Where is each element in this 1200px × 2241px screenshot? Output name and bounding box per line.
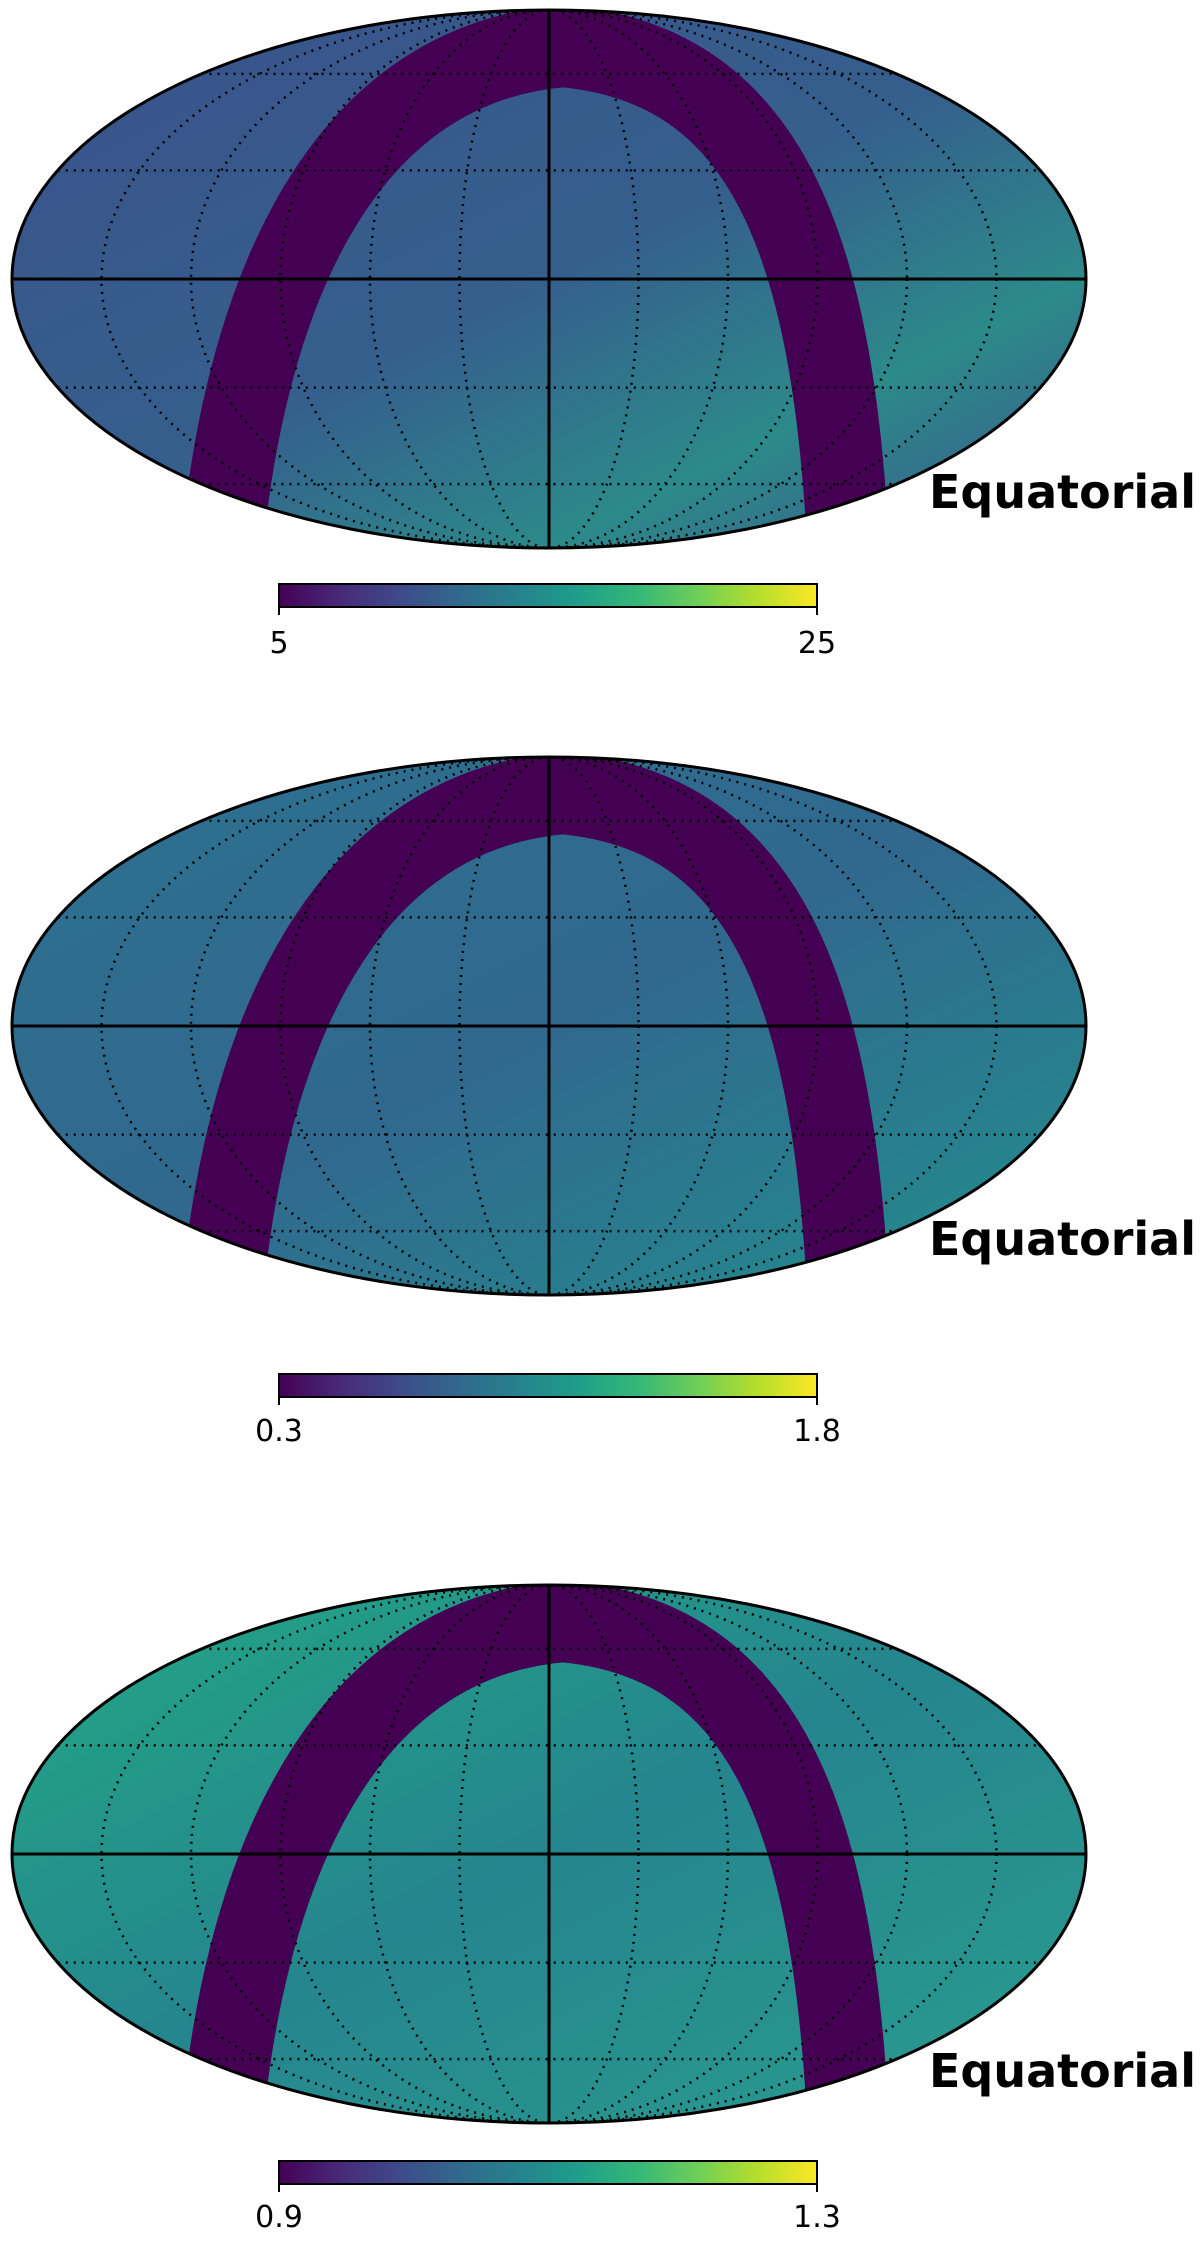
colorbar: [278, 1373, 818, 1398]
colorbar-tick-label: 25: [798, 626, 836, 661]
map-panel: Equatorial 0.9 1.3: [10, 1583, 1196, 2235]
galactic-band: [179, 10, 890, 548]
map-border: [10, 8, 1088, 550]
map-panel: Equatorial 0.3 1.8: [10, 755, 1196, 1449]
colorbar-tick-label: 0.3: [255, 1414, 303, 1449]
colorbar-tick-label: 5: [269, 626, 288, 661]
map-border: [10, 1583, 1088, 2125]
galactic-band: [179, 757, 890, 1295]
coord-label: Equatorial: [929, 1212, 1196, 1266]
coord-label: Equatorial: [929, 465, 1196, 519]
colorbar-tick-label: 1.8: [793, 1414, 841, 1449]
map-panel: Equatorial 5 25: [10, 8, 1196, 661]
coord-label: Equatorial: [929, 2044, 1196, 2098]
colorbar-tick-label: 0.9: [255, 2200, 303, 2235]
sky-map: [12, 10, 1086, 548]
map-border: [10, 755, 1088, 1297]
galactic-band: [179, 1585, 890, 2123]
sky-map: [12, 757, 1086, 1295]
colorbar: [278, 583, 818, 608]
sky-map: [12, 1585, 1086, 2123]
colorbar: [278, 2160, 818, 2185]
colorbar-tick-label: 1.3: [793, 2200, 841, 2235]
